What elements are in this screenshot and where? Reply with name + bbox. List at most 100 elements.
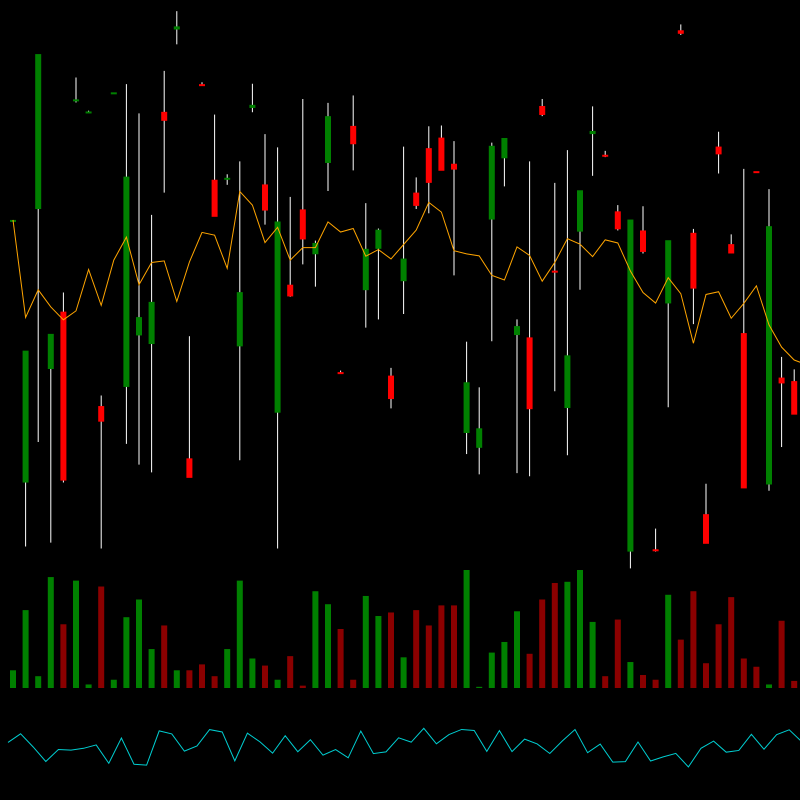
- volume-bar: [514, 611, 520, 688]
- moving-average-line: [12, 190, 800, 363]
- volume-bar: [413, 610, 420, 688]
- candle-body-up: [589, 130, 596, 135]
- candle-body-down: [602, 154, 609, 157]
- volume-bar: [463, 570, 470, 688]
- volume-bar: [47, 577, 54, 688]
- candle-body-down: [350, 125, 357, 145]
- candle-body-down: [161, 111, 168, 121]
- volume-bar: [677, 639, 684, 688]
- volume-bar: [350, 679, 357, 688]
- volume-bar: [640, 675, 646, 688]
- volume-bar: [602, 676, 609, 688]
- volume-bar: [526, 653, 533, 688]
- volume-bar: [249, 658, 256, 688]
- volume-bar: [211, 676, 218, 688]
- volume-bar: [173, 670, 180, 688]
- volume-bar: [110, 679, 117, 688]
- candle-body-down: [614, 211, 621, 230]
- volume-bar: [539, 599, 546, 688]
- volume-bar: [665, 594, 672, 688]
- volume-bar: [98, 586, 105, 688]
- candle-body-up: [312, 242, 319, 255]
- volume-bar: [627, 662, 634, 688]
- volume-bar: [753, 666, 760, 688]
- volume-bar: [287, 656, 294, 688]
- candle-body-down: [337, 372, 344, 375]
- candle-body-up: [627, 219, 634, 552]
- candle-body-up: [85, 111, 92, 114]
- candle-body-down: [186, 458, 193, 478]
- candle-body-down: [652, 549, 659, 552]
- candle-body-up: [148, 301, 155, 345]
- volume-bar: [476, 686, 483, 688]
- candle-body-up: [463, 382, 470, 433]
- volume-bar: [400, 657, 407, 688]
- volume-bar: [564, 581, 571, 688]
- candle-body-up: [249, 104, 256, 108]
- volume-bar: [740, 658, 747, 688]
- volume-bar: [60, 624, 67, 688]
- candle-body-down: [715, 146, 722, 155]
- volume-bar: [312, 591, 319, 688]
- candle-body-down: [740, 333, 747, 489]
- candle-body-down: [199, 84, 205, 87]
- volume-bar: [577, 570, 583, 688]
- candle-body-down: [640, 230, 646, 252]
- candle-body-down: [425, 148, 432, 183]
- volume-bar: [778, 620, 785, 688]
- volume-bar: [22, 610, 29, 688]
- candle-body-down: [703, 514, 709, 544]
- candle-body-up: [136, 317, 142, 336]
- candle-body-down: [287, 284, 294, 297]
- candle-body-up: [110, 92, 117, 95]
- candle-body-up: [577, 190, 583, 232]
- candle-body-up: [476, 428, 483, 448]
- candle-body-up: [488, 145, 495, 220]
- volume-bar: [703, 663, 709, 688]
- candle-body-up: [564, 355, 571, 409]
- volume-panel: [10, 570, 798, 688]
- candle-body-up: [274, 221, 281, 413]
- volume-bar: [148, 649, 155, 688]
- candle-body-up: [73, 99, 79, 102]
- volume-bar: [85, 684, 92, 688]
- candle-body-up: [123, 176, 130, 387]
- volume-bar: [10, 670, 16, 688]
- volume-bar: [262, 665, 268, 688]
- volume-bar: [325, 604, 331, 688]
- candle-body-up: [35, 54, 42, 210]
- candle-body-up: [400, 258, 407, 282]
- volume-bar: [589, 621, 596, 688]
- candle-body-down: [690, 232, 697, 289]
- candle-body-up: [236, 292, 243, 347]
- volume-bar: [236, 580, 243, 688]
- volume-bar: [488, 652, 495, 688]
- candle-body-up: [375, 229, 382, 249]
- price-panel: [10, 11, 800, 569]
- candle-body-down: [388, 375, 394, 400]
- volume-bar: [614, 619, 621, 688]
- volume-bar: [362, 595, 369, 688]
- volume-bar: [388, 612, 394, 688]
- candle-body-down: [677, 30, 684, 34]
- candle-body-down: [526, 337, 533, 410]
- candle-body-up: [766, 226, 772, 485]
- volume-bar: [715, 624, 722, 688]
- candle-body-down: [778, 377, 785, 384]
- volume-bar: [501, 641, 508, 688]
- volume-bar: [438, 605, 445, 688]
- volume-bar: [690, 591, 697, 688]
- candle-body-down: [753, 171, 760, 174]
- volume-bar: [337, 629, 344, 688]
- candle-body-up: [514, 326, 520, 336]
- volume-bar: [35, 676, 42, 688]
- candle-body-up: [362, 248, 369, 291]
- candle-body-down: [791, 381, 798, 415]
- candle-body-down: [728, 244, 735, 254]
- volume-bar: [186, 670, 193, 688]
- candle-body-up: [665, 240, 672, 304]
- candle-body-down: [551, 270, 558, 273]
- indicator-line: [7, 727, 800, 768]
